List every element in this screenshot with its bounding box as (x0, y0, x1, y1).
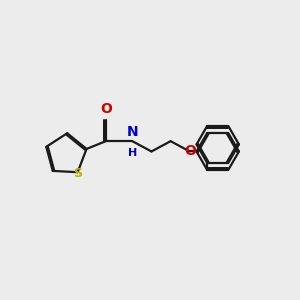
Text: N: N (127, 125, 139, 139)
Text: H: H (128, 148, 137, 158)
Text: S: S (73, 167, 82, 180)
Text: O: O (100, 102, 112, 116)
Text: O: O (184, 145, 196, 158)
